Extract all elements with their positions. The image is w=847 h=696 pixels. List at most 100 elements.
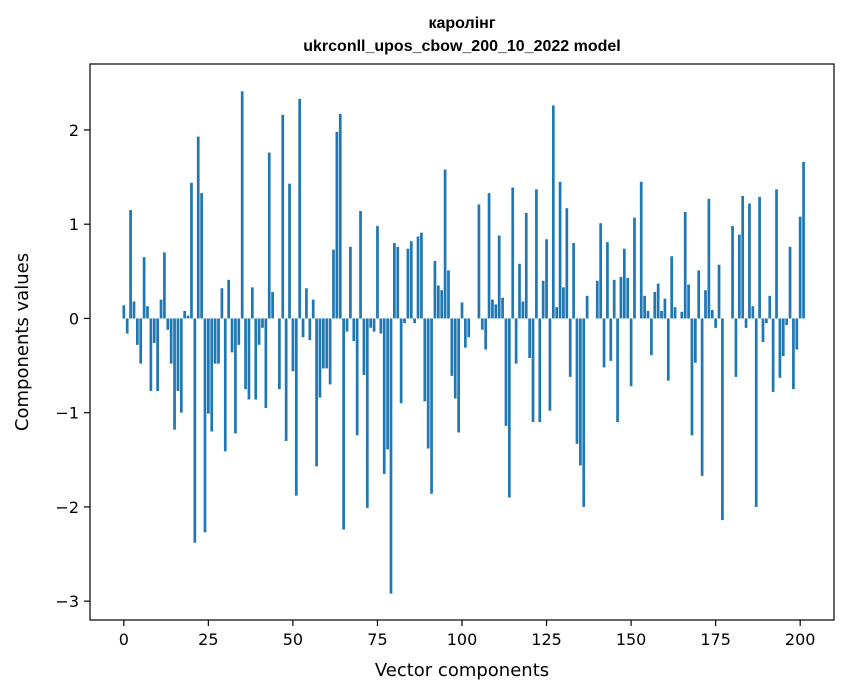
bar-50 bbox=[291, 318, 295, 372]
bar-92 bbox=[433, 260, 437, 319]
bar-28 bbox=[217, 318, 220, 364]
bar-26 bbox=[210, 318, 214, 432]
bar-44 bbox=[271, 292, 274, 319]
bar-6 bbox=[142, 257, 146, 319]
bar-127 bbox=[551, 105, 555, 319]
bar-58 bbox=[318, 318, 322, 398]
bar-188 bbox=[758, 196, 761, 319]
x-tick-label: 175 bbox=[700, 630, 731, 649]
x-tick-label: 25 bbox=[198, 630, 218, 649]
bar-52 bbox=[298, 98, 302, 319]
bar-79 bbox=[389, 318, 393, 594]
bar-24 bbox=[203, 318, 207, 533]
bar-171 bbox=[700, 318, 704, 476]
bar-165 bbox=[680, 311, 684, 319]
bar-33 bbox=[234, 318, 237, 434]
bar-134 bbox=[575, 318, 579, 444]
bar-43 bbox=[267, 152, 271, 319]
bar-150 bbox=[629, 318, 633, 387]
bar-14 bbox=[169, 318, 173, 364]
y-axis-ticks: −3 −2 −1 0 1 2 bbox=[55, 121, 90, 611]
bar-153 bbox=[639, 181, 643, 319]
x-axis-ticks: 0 25 50 75 100 125 150 175 200 bbox=[119, 620, 815, 649]
bar-123 bbox=[538, 318, 542, 423]
bar-141 bbox=[599, 223, 603, 319]
bar-86 bbox=[413, 318, 417, 324]
bar-191 bbox=[768, 295, 772, 319]
bar-20 bbox=[190, 182, 193, 319]
bar-175 bbox=[714, 318, 717, 328]
bar-163 bbox=[673, 307, 677, 319]
bar-111 bbox=[497, 235, 501, 319]
bar-72 bbox=[365, 318, 369, 508]
bar-85 bbox=[409, 241, 413, 319]
bar-124 bbox=[541, 280, 545, 319]
bar-96 bbox=[447, 270, 450, 319]
bar-173 bbox=[707, 198, 711, 319]
bar-100 bbox=[460, 302, 464, 319]
bar-68 bbox=[352, 318, 356, 342]
bar-106 bbox=[480, 318, 484, 330]
bar-132 bbox=[568, 318, 572, 377]
bar-3 bbox=[132, 301, 136, 319]
bar-83 bbox=[403, 318, 406, 324]
bar-190 bbox=[765, 318, 768, 324]
bar-184 bbox=[744, 318, 748, 328]
bar-54 bbox=[305, 288, 308, 319]
bar-131 bbox=[565, 208, 569, 319]
bar-27 bbox=[213, 318, 217, 364]
bar-57 bbox=[315, 318, 318, 467]
bar-62 bbox=[332, 249, 335, 319]
bar-162 bbox=[670, 256, 674, 319]
bar-15 bbox=[173, 318, 176, 430]
bar-155 bbox=[646, 310, 650, 319]
bar-194 bbox=[778, 318, 782, 378]
bar-87 bbox=[416, 236, 420, 319]
bar-160 bbox=[663, 298, 667, 319]
y-tick-label: 0 bbox=[69, 309, 79, 328]
bar-161 bbox=[666, 318, 670, 381]
bar-151 bbox=[633, 217, 636, 319]
bar-143 bbox=[606, 242, 609, 319]
bar-147 bbox=[619, 276, 623, 319]
bar-60 bbox=[325, 318, 329, 369]
bar-130 bbox=[562, 287, 565, 319]
bar-192 bbox=[771, 318, 775, 392]
bar-102 bbox=[467, 318, 471, 338]
bar-115 bbox=[511, 187, 515, 319]
bar-38 bbox=[250, 287, 254, 319]
bar-75 bbox=[376, 226, 379, 319]
x-tick-label: 100 bbox=[447, 630, 478, 649]
bar-112 bbox=[501, 297, 504, 319]
bar-81 bbox=[396, 246, 400, 319]
bar-71 bbox=[362, 318, 366, 375]
bar-25 bbox=[207, 318, 210, 414]
bar-98 bbox=[453, 318, 457, 399]
bar-82 bbox=[399, 318, 403, 404]
bar-158 bbox=[656, 283, 660, 319]
bar-95 bbox=[443, 169, 447, 319]
bar-39 bbox=[254, 318, 258, 400]
bar-7 bbox=[146, 306, 149, 319]
chart-title-line2: ukrconll_upos_cbow_200_10_2022 model bbox=[303, 38, 620, 55]
bar-70 bbox=[359, 211, 362, 319]
bar-198 bbox=[792, 318, 795, 390]
bar-10 bbox=[156, 318, 159, 391]
bar-63 bbox=[335, 131, 339, 319]
bar-148 bbox=[622, 248, 626, 319]
bar-13 bbox=[166, 318, 170, 330]
bar-53 bbox=[301, 318, 305, 338]
bar-125 bbox=[545, 239, 548, 319]
bar-182 bbox=[737, 234, 741, 319]
bar-56 bbox=[311, 299, 315, 319]
x-tick-label: 150 bbox=[616, 630, 647, 649]
bar-201 bbox=[802, 162, 805, 319]
bar-18 bbox=[183, 310, 187, 319]
bar-135 bbox=[579, 318, 582, 466]
x-tick-label: 50 bbox=[283, 630, 303, 649]
bar-137 bbox=[585, 295, 589, 319]
bar-136 bbox=[582, 318, 586, 507]
bar-144 bbox=[609, 318, 613, 361]
bar-170 bbox=[697, 270, 701, 319]
